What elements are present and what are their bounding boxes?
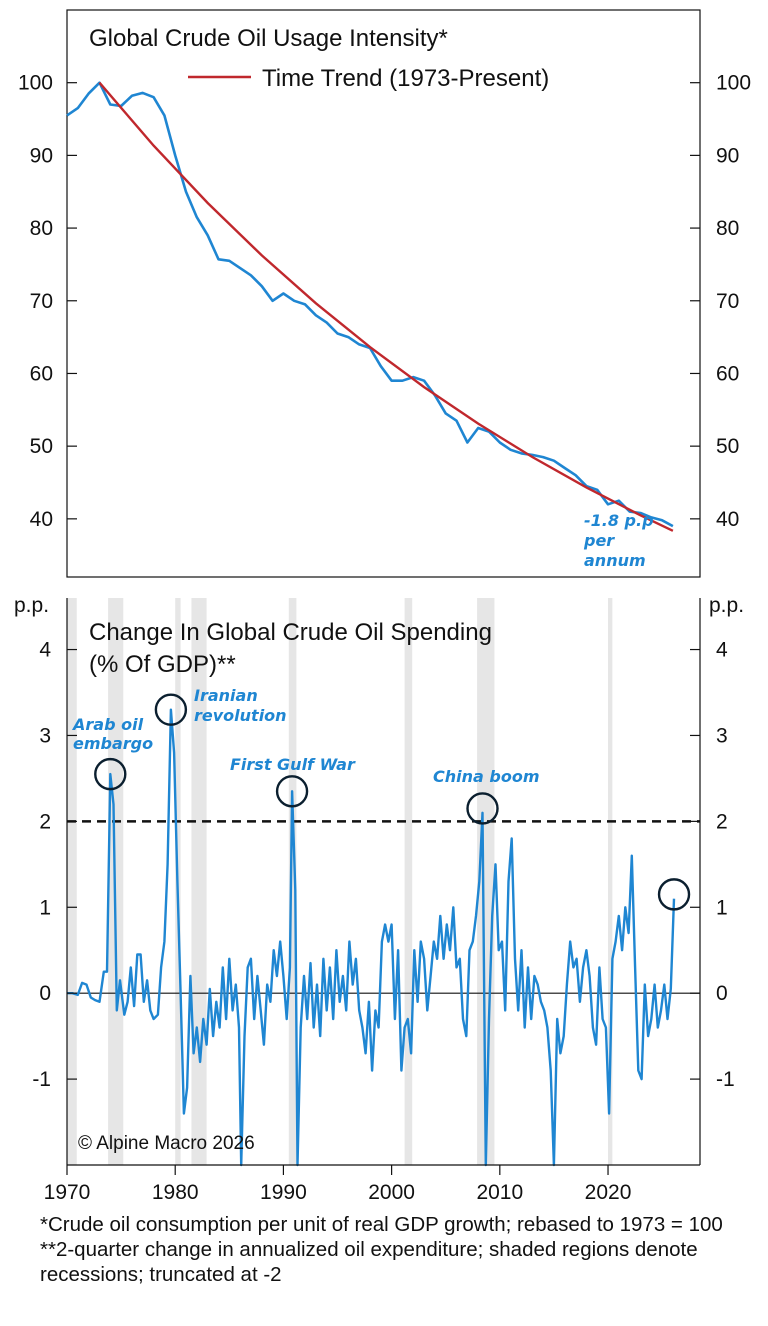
footnote-oil-spending: **2-quarter change in annualized oil exp…	[40, 1238, 698, 1286]
event-circle-2	[275, 775, 309, 808]
p-tick-label-right-3: 3	[716, 724, 728, 747]
p-tick-label-right--1: -1	[716, 1068, 735, 1091]
event-circle-4	[657, 878, 691, 911]
oil-spending-title-line-0: Change In Global Crude Oil Spending	[89, 619, 492, 646]
x-tick-label-1980: 1980	[152, 1181, 199, 1204]
usage-intensity-frame	[66, 9, 701, 578]
event-label-3-line-0: China boom	[433, 767, 539, 786]
p-tick-label-right-4: 4	[716, 639, 728, 662]
event-label-1-line-0: Iranian	[194, 686, 258, 705]
annotation-trend-rate-line-2: annum	[584, 551, 646, 570]
legend-trend-label: Time Trend (1973-Present)	[262, 65, 549, 92]
unit-label-right: p.p.	[709, 594, 744, 617]
x-tick-label-1990: 1990	[260, 1181, 307, 1204]
y-tick-label-right-90: 90	[716, 144, 739, 167]
x-tick-label-2000: 2000	[368, 1181, 415, 1204]
event-label-0-line-1: embargo	[73, 734, 153, 753]
y-tick-label-left-70: 70	[30, 290, 53, 313]
event-label-0-line-0: Arab oil	[71, 715, 144, 734]
y-tick-label-right-100: 100	[716, 72, 751, 95]
x-tick-label-2010: 2010	[476, 1181, 523, 1204]
recession-band-7	[608, 598, 613, 1165]
event-label-1-line-1: revolution	[194, 706, 287, 725]
p-tick-label-right-1: 1	[716, 896, 728, 919]
y-tick-label-left-40: 40	[30, 508, 53, 531]
recession-band-4	[288, 598, 297, 1165]
oil-spending-panel: -1 -1 0 0 1 1 2 2 3 3 4 4 p.p. p.p. 1970 1980 1990 2000 20…	[14, 594, 744, 1204]
p-tick-label-right-0: 0	[716, 982, 728, 1005]
p-tick-label-left-4: 4	[39, 639, 51, 662]
recession-band-3	[191, 598, 207, 1165]
footnote-usage-intensity: *Crude oil consumption per unit of real …	[40, 1213, 723, 1236]
usage-intensity-panel: 40 40 50 50 60 60 70 70 80 80 90 90 100 100 Global Cru…	[18, 9, 751, 578]
y-tick-label-right-50: 50	[716, 435, 739, 458]
y-tick-label-right-80: 80	[716, 217, 739, 240]
series-oil-spending-line	[67, 708, 676, 1167]
event-circle-1	[154, 693, 188, 726]
y-tick-label-left-90: 90	[30, 144, 53, 167]
copyright-credit: © Alpine Macro 2026	[78, 1133, 255, 1154]
p-tick-label-left--1: -1	[32, 1068, 51, 1091]
event-circle-0	[94, 757, 127, 791]
annotation-trend-rate-line-0: -1.8 p.p	[584, 511, 654, 530]
x-tick-label-1970: 1970	[44, 1181, 91, 1204]
event-label-2-line-0: First Gulf War	[230, 755, 356, 774]
y-tick-label-left-50: 50	[30, 435, 53, 458]
x-tick-label-2020: 2020	[585, 1181, 632, 1204]
event-circle-3	[466, 792, 499, 825]
y-tick-label-right-60: 60	[716, 362, 739, 385]
y-tick-label-left-100: 100	[18, 72, 53, 95]
p-tick-label-left-2: 2	[39, 810, 51, 833]
series-time-trend-line	[98, 81, 674, 532]
y-tick-label-left-80: 80	[30, 217, 53, 240]
p-tick-label-right-2: 2	[716, 810, 728, 833]
recession-band-0	[67, 598, 77, 1165]
y-tick-label-right-40: 40	[716, 508, 739, 531]
unit-label-left: p.p.	[14, 594, 49, 617]
annotation-trend-rate-line-1: per	[583, 531, 615, 550]
y-tick-label-right-70: 70	[716, 290, 739, 313]
footnotes: *Crude oil consumption per unit of real …	[40, 1212, 740, 1287]
p-tick-label-left-3: 3	[39, 724, 51, 747]
y-tick-label-left-60: 60	[30, 362, 53, 385]
usage-intensity-title: Global Crude Oil Usage Intensity*	[89, 25, 448, 52]
recession-band-5	[404, 598, 413, 1165]
p-tick-label-left-1: 1	[39, 896, 51, 919]
p-tick-label-left-0: 0	[39, 982, 51, 1005]
oil-spending-title-line-1: (% Of GDP)**	[89, 651, 236, 678]
oil-spending-background	[67, 598, 700, 1165]
